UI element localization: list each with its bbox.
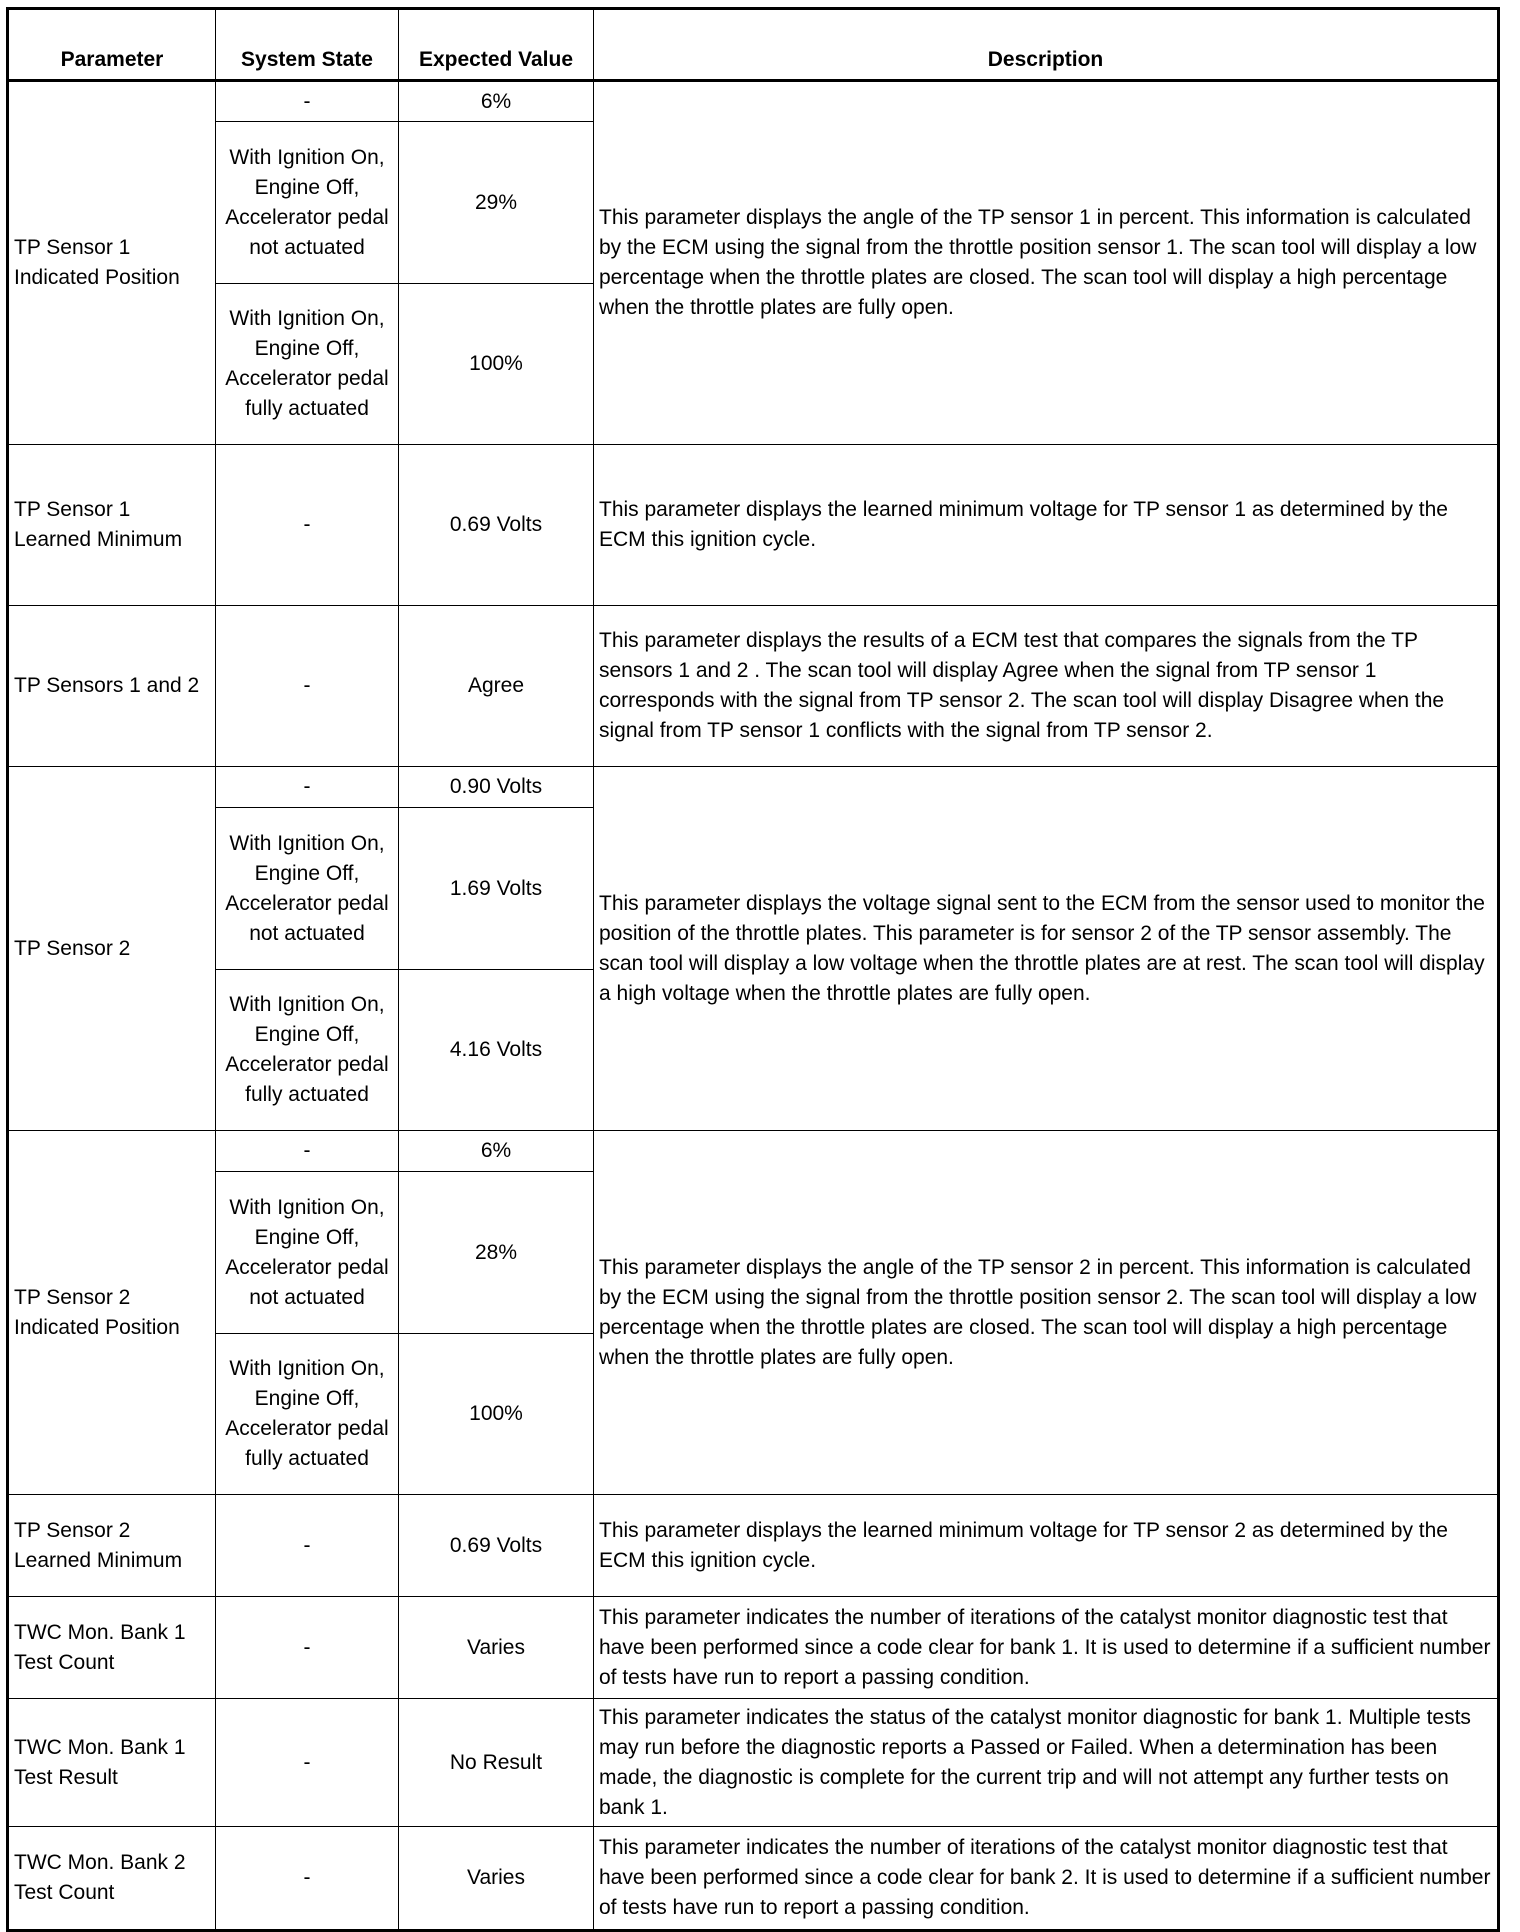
description-cell: This parameter displays the results of a… [593, 605, 1499, 767]
description-cell: This parameter displays the voltage sign… [593, 766, 1499, 1131]
expected-value-cell: 0.90 Volts [398, 766, 594, 808]
description-cell: This parameter indicates the number of i… [593, 1826, 1499, 1931]
table-row: TP Sensor 2-0.90 Volts This parameter dis… [7, 766, 1499, 1131]
system-state-cell: - [215, 444, 399, 606]
system-state-cell: With Ignition On, Engine Off, Accelerato… [215, 121, 399, 284]
expected-value-cell: 0.69 Volts [398, 1494, 594, 1597]
expected-value-cell: 100% [398, 283, 594, 445]
table-subrow: With Ignition On, Engine Off, Accelerato… [8, 121, 1499, 284]
header-system-state: System State [215, 8, 399, 82]
parameter-cell: TWC Mon. Bank 1 Test Count [7, 1596, 216, 1699]
system-state-cell: - [215, 80, 399, 122]
table-row: TWC Mon. Bank 1 Test Result - No Result Thi… [7, 1698, 1499, 1827]
expected-value-cell: 6% [398, 80, 594, 122]
parameter-cell: TP Sensor 2 Learned Minimum [7, 1494, 216, 1597]
table-row: TWC Mon. Bank 1 Test Count - Varies This pa… [7, 1596, 1499, 1699]
system-state-cell: With Ignition On, Engine Off, Accelerato… [215, 1333, 399, 1495]
system-state-cell: - [215, 1596, 399, 1699]
description-cell: This parameter indicates the status of t… [593, 1698, 1499, 1827]
description-cell: This parameter indicates the number of i… [593, 1596, 1499, 1699]
description-cell: This parameter displays the learned mini… [593, 444, 1499, 606]
expected-value-cell: 4.16 Volts [398, 969, 594, 1131]
header-expected-value: Expected Value [398, 8, 594, 82]
system-state-cell: With Ignition On, Engine Off, Accelerato… [215, 283, 399, 445]
expected-value-cell: No Result [398, 1698, 594, 1827]
system-state-cell: - [215, 605, 399, 767]
expected-value-cell: 1.69 Volts [398, 807, 594, 970]
table-row: TWC Mon. Bank 2 Test Count - Varies This pa… [7, 1826, 1499, 1931]
description-cell: This parameter displays the angle of the… [593, 1130, 1499, 1495]
expected-value-cell: 6% [398, 1130, 594, 1172]
expected-value-cell: Agree [398, 605, 594, 767]
system-state-cell: With Ignition On, Engine Off, Accelerato… [215, 807, 399, 970]
system-state-cell: - [215, 766, 399, 808]
header-parameter: Parameter [7, 8, 216, 82]
expected-value-cell: 0.69 Volts [398, 444, 594, 606]
header-row: Parameter System State Expected Value De… [7, 8, 1499, 82]
header-description: Description [593, 8, 1499, 82]
expected-value-cell: 28% [398, 1171, 594, 1334]
system-state-cell: - [215, 1698, 399, 1827]
table-subrow: With Ignition On, Engine Off, Accelerato… [8, 807, 1499, 970]
table-row: TP Sensor 2 Learned Minimum -0.69 Volts Th… [7, 1494, 1499, 1597]
table-subrow: With Ignition On, Engine Off, Accelerato… [8, 283, 1499, 445]
parameter-cell: TP Sensors 1 and 2 [7, 605, 216, 767]
parameter-cell: TP Sensor 1 Learned Minimum [7, 444, 216, 606]
expected-value-cell: 29% [398, 121, 594, 284]
table-row: TP Sensor 1 Learned Minimum -0.69 Volts Th… [7, 444, 1499, 606]
parameter-table: Parameter System State Expected Value De… [6, 7, 1500, 1932]
table-row: TP Sensor 2 Indicated Position -6% This pa… [7, 1130, 1499, 1495]
description-cell: This parameter displays the learned mini… [593, 1494, 1499, 1597]
parameter-cell: TWC Mon. Bank 1 Test Result [7, 1698, 216, 1827]
system-state-cell: - [215, 1130, 399, 1172]
parameter-cell: TWC Mon. Bank 2 Test Count [7, 1826, 216, 1931]
system-state-cell: With Ignition On, Engine Off, Accelerato… [215, 1171, 399, 1334]
expected-value-cell: Varies [398, 1596, 594, 1699]
system-state-cell: With Ignition On, Engine Off, Accelerato… [215, 969, 399, 1131]
table-subrow: With Ignition On, Engine Off, Accelerato… [8, 1333, 1499, 1495]
expected-value-cell: 100% [398, 1333, 594, 1495]
expected-value-cell: Varies [398, 1826, 594, 1931]
table-row: TP Sensor 1 Indicated Position -6% This pa… [7, 80, 1499, 445]
description-cell: This parameter displays the angle of the… [593, 80, 1499, 445]
table-subrow: With Ignition On, Engine Off, Accelerato… [8, 969, 1499, 1131]
parameter-cell: TP Sensor 2 [7, 766, 216, 1131]
table-subrow: With Ignition On, Engine Off, Accelerato… [8, 1171, 1499, 1334]
table-row: TP Sensors 1 and 2- Agree This parameter d… [7, 605, 1499, 767]
system-state-cell: - [215, 1494, 399, 1597]
parameter-cell: TP Sensor 1 Indicated Position [7, 80, 216, 445]
system-state-cell: - [215, 1826, 399, 1931]
parameter-cell: TP Sensor 2 Indicated Position [7, 1130, 216, 1495]
